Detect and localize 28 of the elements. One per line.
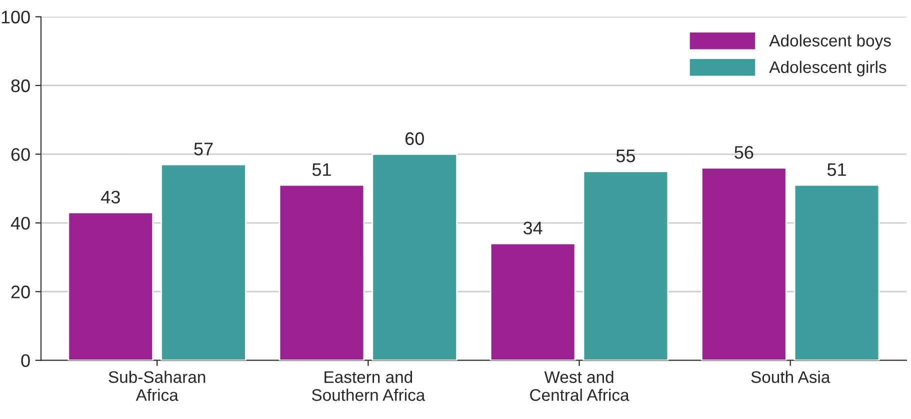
x-tick-label: South Asia [751, 370, 830, 383]
y-tick-label: 60 [11, 148, 30, 161]
y-tick-label: 100 [2, 10, 30, 24]
data-label: 57 [194, 142, 213, 156]
data-label: 51 [312, 163, 331, 176]
legend-label: Adolescent girls [769, 60, 886, 76]
data-label: 43 [101, 190, 120, 204]
y-tick-label: 0 [21, 354, 30, 368]
bar [372, 153, 458, 360]
legend-label: Adolescent boys [769, 34, 891, 50]
bar [160, 164, 246, 360]
data-label: 51 [827, 163, 846, 176]
x-tick-label: Eastern and Southern Africa [312, 370, 426, 401]
data-label: 56 [734, 146, 754, 159]
data-label: 55 [616, 150, 635, 162]
data-label: 60 [405, 132, 424, 146]
y-tick-label: 80 [11, 79, 30, 92]
bar [490, 242, 576, 360]
y-tick-label: 20 [11, 286, 30, 298]
bar [582, 170, 669, 360]
bar [700, 167, 787, 360]
bar [68, 212, 154, 360]
x-tick-label: Sub-Saharan Africa [108, 370, 206, 401]
bar [278, 184, 365, 360]
y-tick-label: 40 [10, 216, 30, 230]
bar [794, 184, 880, 360]
x-tick-label: West and Central Africa [530, 370, 630, 401]
data-label: 34 [523, 222, 542, 234]
